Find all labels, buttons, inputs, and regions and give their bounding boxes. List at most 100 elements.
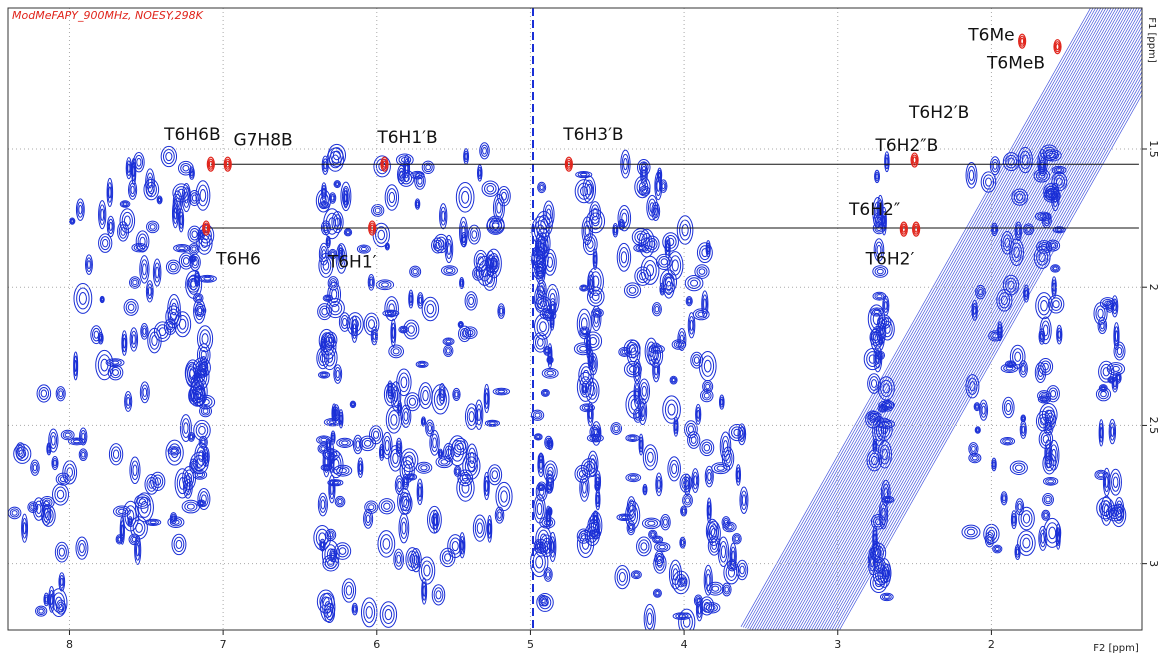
contour (584, 179, 595, 200)
diagonal-contour (779, 8, 1133, 630)
contour (1052, 300, 1060, 309)
contour (108, 359, 122, 366)
peak (1055, 43, 1060, 51)
contour (175, 245, 189, 252)
contour (130, 460, 140, 481)
peak (1054, 41, 1061, 53)
contour (703, 392, 710, 399)
contour (384, 439, 390, 452)
contour (464, 152, 468, 161)
contour (140, 322, 149, 340)
contour (614, 565, 631, 590)
contour (440, 265, 458, 276)
contour (58, 603, 64, 611)
plot-frame (7, 7, 1143, 631)
contour (54, 596, 63, 609)
contour (536, 541, 547, 555)
contour (399, 517, 408, 539)
contour (491, 470, 499, 480)
diagonal-contour (813, 48, 1142, 630)
contour (326, 237, 331, 247)
contour (591, 436, 600, 441)
contour (576, 467, 589, 481)
contour (679, 536, 686, 549)
contour (1011, 512, 1017, 527)
contour (595, 482, 600, 490)
contour (667, 456, 681, 482)
contour (685, 422, 696, 436)
contour (1039, 529, 1047, 548)
contour (32, 464, 38, 472)
contour (121, 201, 129, 207)
contour (1115, 371, 1122, 384)
contour (699, 245, 711, 261)
contour (458, 325, 472, 343)
contour (391, 326, 395, 339)
contour (644, 337, 658, 365)
contour (406, 394, 419, 409)
contour (339, 414, 343, 423)
contour (582, 175, 596, 204)
contour (316, 589, 335, 614)
contour (1114, 330, 1119, 343)
contour (77, 539, 87, 557)
contour (81, 451, 86, 458)
contour (324, 455, 329, 469)
contour (971, 445, 976, 452)
contour (683, 479, 689, 488)
contour (718, 394, 725, 410)
contour (1000, 436, 1016, 446)
contour (440, 459, 449, 465)
contour (687, 431, 701, 449)
contour (346, 230, 350, 235)
contour (357, 457, 364, 478)
contour (379, 446, 384, 459)
contour (414, 172, 426, 190)
contour (184, 359, 201, 387)
contour (380, 448, 384, 457)
contour (419, 362, 426, 367)
contour (145, 168, 155, 197)
contour (547, 346, 552, 365)
contour (992, 461, 996, 468)
contour (737, 562, 747, 578)
contour (149, 224, 156, 230)
contour (198, 435, 208, 449)
contour (647, 451, 654, 463)
contour (156, 195, 163, 205)
contour (319, 592, 333, 611)
contour (397, 487, 412, 515)
contour (1055, 523, 1061, 550)
contour (968, 169, 975, 181)
contour (1056, 324, 1063, 345)
contour (192, 258, 198, 267)
contour (1004, 360, 1017, 368)
contour (629, 365, 637, 373)
contour (1116, 375, 1120, 381)
contour (462, 452, 481, 480)
contour (138, 498, 147, 505)
contour (613, 225, 618, 236)
contour (1108, 377, 1115, 383)
contour (702, 294, 708, 315)
contour (636, 536, 652, 557)
peak (203, 222, 210, 234)
contour (656, 543, 669, 551)
contour (699, 439, 715, 457)
contour (40, 389, 48, 398)
contour (55, 386, 66, 402)
contour (194, 388, 204, 404)
contour (1024, 224, 1033, 234)
contour (459, 216, 468, 248)
contour (594, 480, 601, 492)
peak (368, 220, 377, 236)
contour (713, 463, 728, 473)
contour (884, 154, 889, 170)
contour (171, 302, 178, 316)
contour (590, 204, 600, 221)
contour (334, 409, 338, 417)
contour (195, 422, 209, 438)
contour (99, 204, 106, 226)
contour (328, 532, 334, 538)
contour (627, 435, 638, 441)
